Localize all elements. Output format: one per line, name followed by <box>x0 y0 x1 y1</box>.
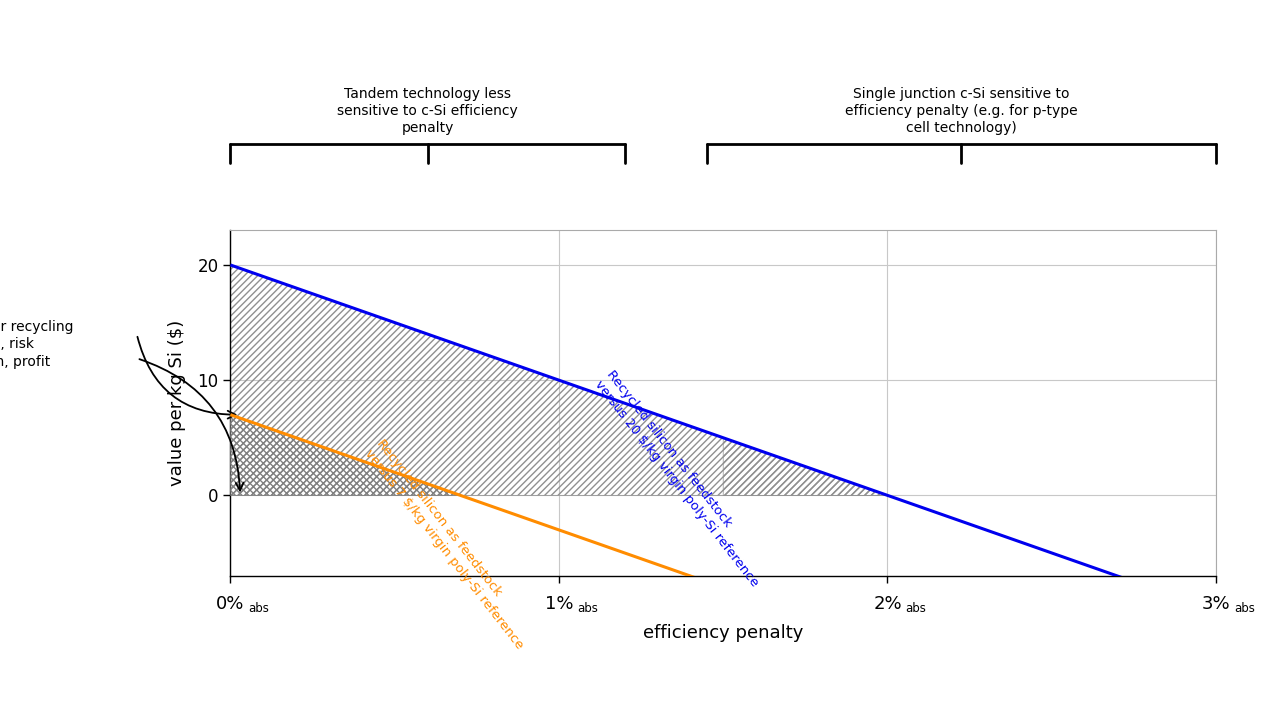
Text: 3%: 3% <box>1202 595 1230 613</box>
Text: Recycled silicon as feedstock
versus 7 $/kg virgin poly-Si reference: Recycled silicon as feedstock versus 7 $… <box>362 437 539 652</box>
Text: Margin for recycling
expenses, risk
deduction, profit: Margin for recycling expenses, risk dedu… <box>0 320 73 369</box>
Y-axis label: value per kg Si ($): value per kg Si ($) <box>169 320 187 486</box>
Text: 0%: 0% <box>216 595 244 613</box>
Text: 1%: 1% <box>545 595 573 613</box>
Text: efficiency penalty: efficiency penalty <box>643 624 804 642</box>
Text: abs: abs <box>577 603 598 616</box>
Text: abs: abs <box>1234 603 1254 616</box>
Text: Single junction c-Si sensitive to
efficiency penalty (e.g. for p-type
cell techn: Single junction c-Si sensitive to effici… <box>845 86 1078 135</box>
Text: Recycled silicon as feedstock
versus 20 $/kg virgin poly-Si reference: Recycled silicon as feedstock versus 20 … <box>591 368 773 589</box>
Text: 2%: 2% <box>873 595 902 613</box>
Text: abs: abs <box>905 603 927 616</box>
Text: Tandem technology less
sensitive to c-Si efficiency
penalty: Tandem technology less sensitive to c-Si… <box>337 86 518 135</box>
Text: abs: abs <box>248 603 269 616</box>
